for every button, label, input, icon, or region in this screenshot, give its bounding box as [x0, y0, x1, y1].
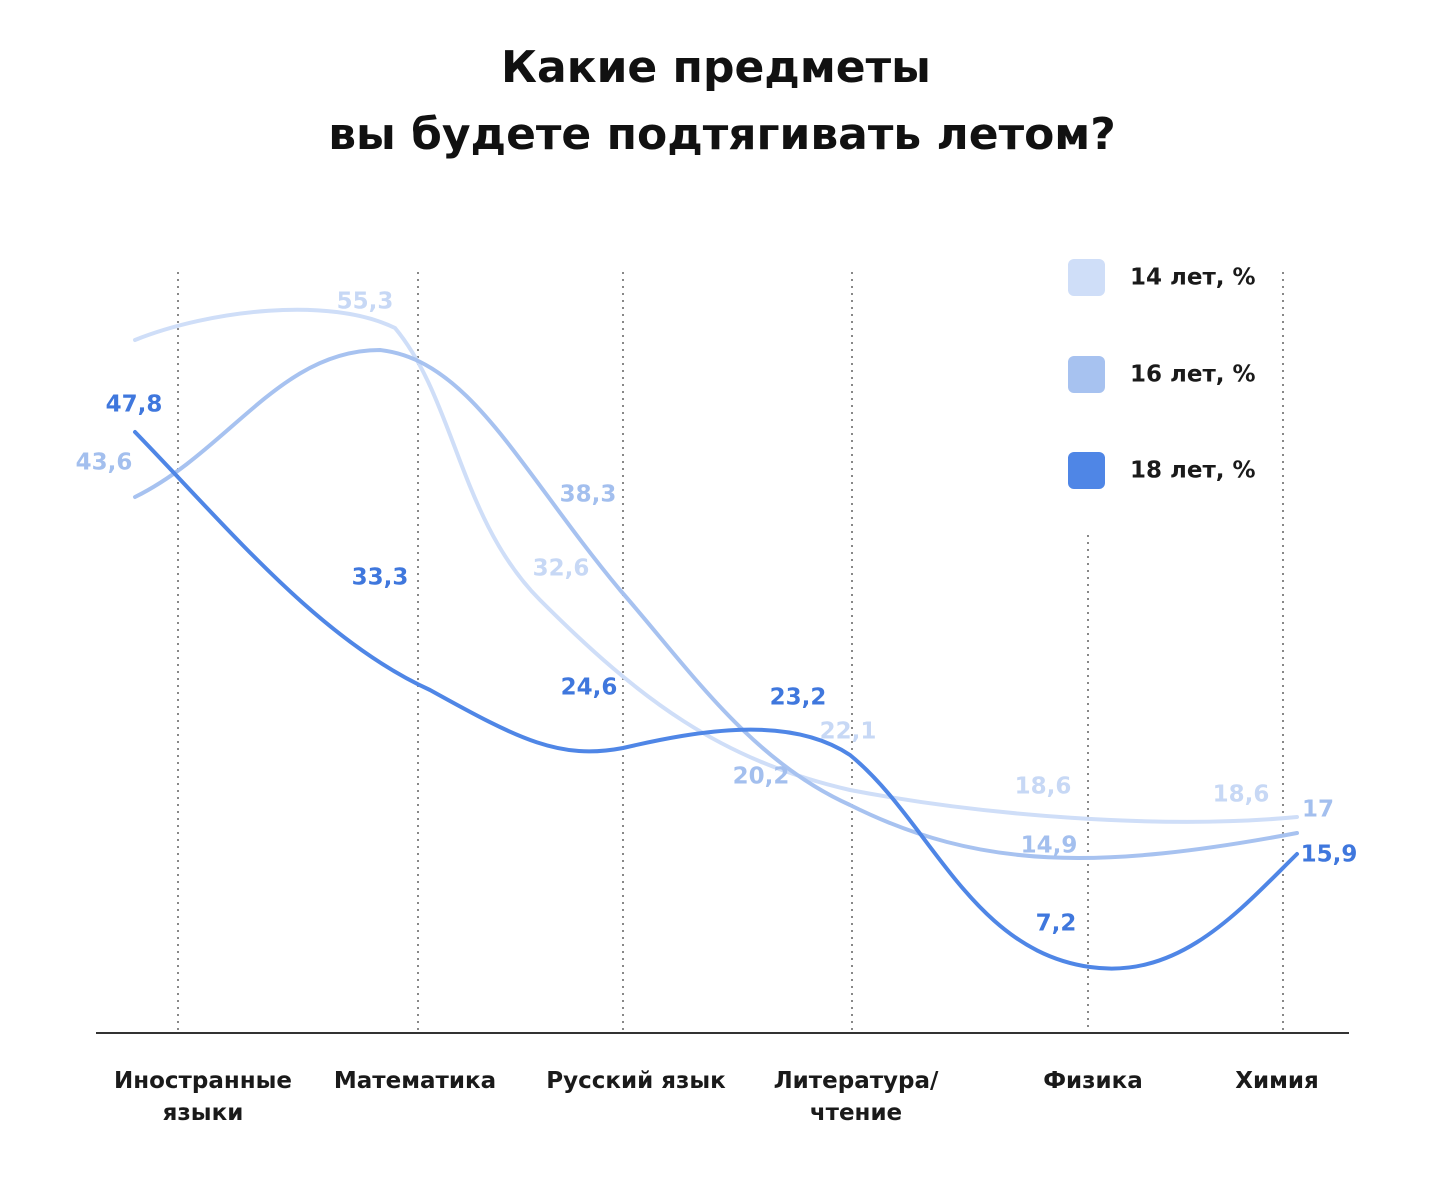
data-label-s1-c0: 43,6 — [76, 450, 133, 476]
data-label-s0-c4: 18,6 — [1015, 774, 1072, 800]
x-tick-label-0-line-0: Иностранные — [114, 1068, 292, 1094]
data-label-s2-c2: 24,6 — [561, 675, 618, 701]
x-tick-label-3-line-1: чтение — [810, 1100, 902, 1126]
series-lines — [133, 307, 1299, 971]
data-label-s1-c2: 38,3 — [560, 482, 617, 508]
series-line-0 — [133, 307, 1299, 824]
chart-title: Какие предметы вы будете подтягивать лет… — [328, 42, 1116, 160]
chart-title-line-2: вы будете подтягивать летом? — [328, 109, 1116, 160]
category-labels: Иностранные языки Математика Русский язык Ли… — [114, 1068, 1319, 1126]
x-tick-label-0-line-1: языки — [163, 1100, 244, 1126]
x-tick-label-5: Химия — [1235, 1068, 1319, 1094]
x-tick-label-3-line-0: Литература/ — [774, 1068, 939, 1094]
data-label-s2-c1: 33,3 — [352, 565, 409, 591]
legend-swatch-0 — [1068, 259, 1105, 296]
legend-label-1: 16 лет, % — [1130, 362, 1256, 388]
legend-swatch-1 — [1068, 356, 1105, 393]
data-label-s2-c5: 15,9 — [1301, 842, 1358, 868]
data-label-s2-c0: 47,8 — [106, 392, 163, 418]
data-label-s2-c4: 7,2 — [1036, 911, 1077, 937]
x-tick-label-4: Физика — [1043, 1068, 1143, 1094]
data-label-s0-c1: 55,3 — [337, 289, 394, 315]
series-line-2 — [133, 430, 1299, 971]
legend-label-0: 14 лет, % — [1130, 265, 1256, 291]
legend-label-2: 18 лет, % — [1130, 458, 1256, 484]
data-label-s2-c3: 23,2 — [770, 685, 827, 711]
x-tick-label-2: Русский язык — [546, 1068, 726, 1094]
legend-swatch-2 — [1068, 452, 1105, 489]
data-label-s1-c4: 14,9 — [1021, 833, 1078, 859]
chart-title-line-1: Какие предметы — [501, 42, 931, 93]
data-labels: 55,3 32,6 22,1 18,6 18,6 43,6 38,3 20,2 14,9 17 47… — [76, 289, 1358, 937]
data-label-s1-c5: 17 — [1302, 797, 1334, 823]
data-label-s0-c5: 18,6 — [1213, 782, 1270, 808]
data-label-s1-c3: 20,2 — [733, 764, 790, 790]
data-label-s0-c2: 32,6 — [533, 556, 590, 582]
series-line-1 — [133, 347, 1299, 860]
x-tick-label-1: Математика — [334, 1068, 496, 1094]
legend: 14 лет, % 16 лет, % 18 лет, % — [1068, 259, 1256, 489]
gridlines — [177, 272, 1284, 1033]
data-label-s0-c3: 22,1 — [820, 719, 877, 745]
